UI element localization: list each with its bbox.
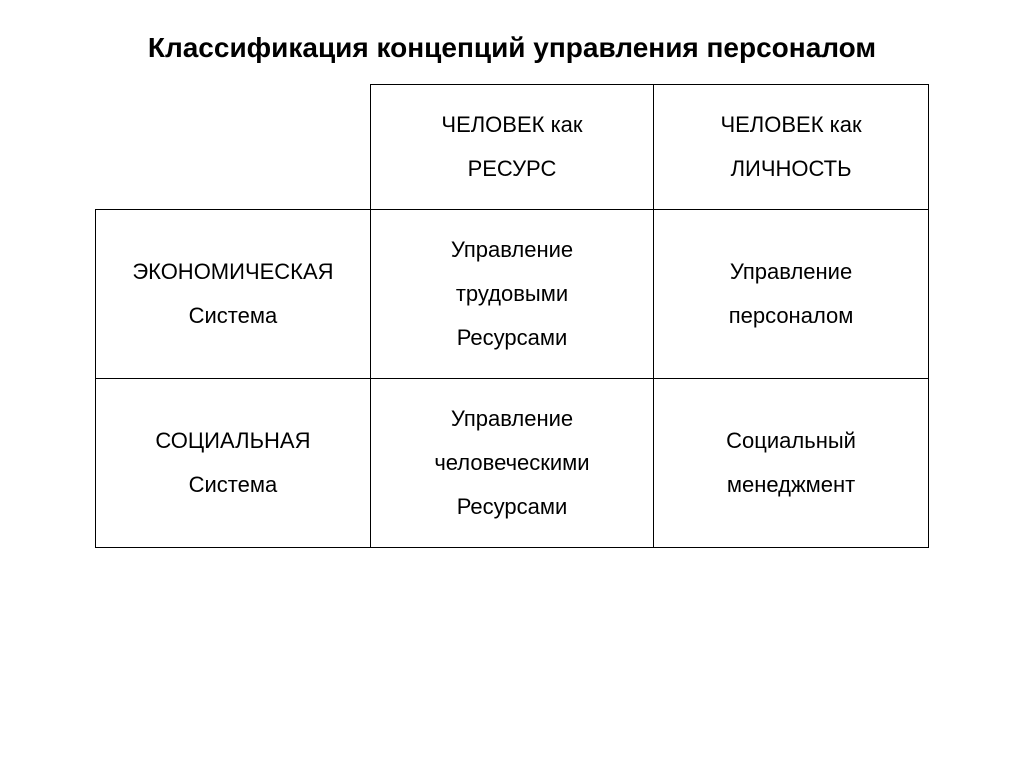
table-cell: Управлениеперсоналом	[654, 210, 929, 379]
table-row: СОЦИАЛЬНАЯСистема Управлениечеловеческим…	[96, 379, 929, 548]
table-cell-empty	[96, 85, 371, 210]
page-title: Классификация концепций управления персо…	[0, 0, 1024, 76]
table-header-col1: ЧЕЛОВЕК какРЕСУРС	[370, 85, 653, 210]
table-cell: УправлениетрудовымиРесурсами	[370, 210, 653, 379]
table-header-col2: ЧЕЛОВЕК какЛИЧНОСТЬ	[654, 85, 929, 210]
table-cell: Социальныйменеджмент	[654, 379, 929, 548]
table-header-row: ЧЕЛОВЕК какРЕСУРС ЧЕЛОВЕК какЛИЧНОСТЬ	[96, 85, 929, 210]
table-row-header: СОЦИАЛЬНАЯСистема	[96, 379, 371, 548]
table-cell: УправлениечеловеческимиРесурсами	[370, 379, 653, 548]
classification-table: ЧЕЛОВЕК какРЕСУРС ЧЕЛОВЕК какЛИЧНОСТЬ ЭК…	[95, 84, 929, 548]
classification-table-wrap: ЧЕЛОВЕК какРЕСУРС ЧЕЛОВЕК какЛИЧНОСТЬ ЭК…	[95, 84, 929, 548]
table-row: ЭКОНОМИЧЕСКАЯСистема Управлениетрудовыми…	[96, 210, 929, 379]
slide: { "title": "Классификация концепций упра…	[0, 0, 1024, 767]
table-row-header: ЭКОНОМИЧЕСКАЯСистема	[96, 210, 371, 379]
